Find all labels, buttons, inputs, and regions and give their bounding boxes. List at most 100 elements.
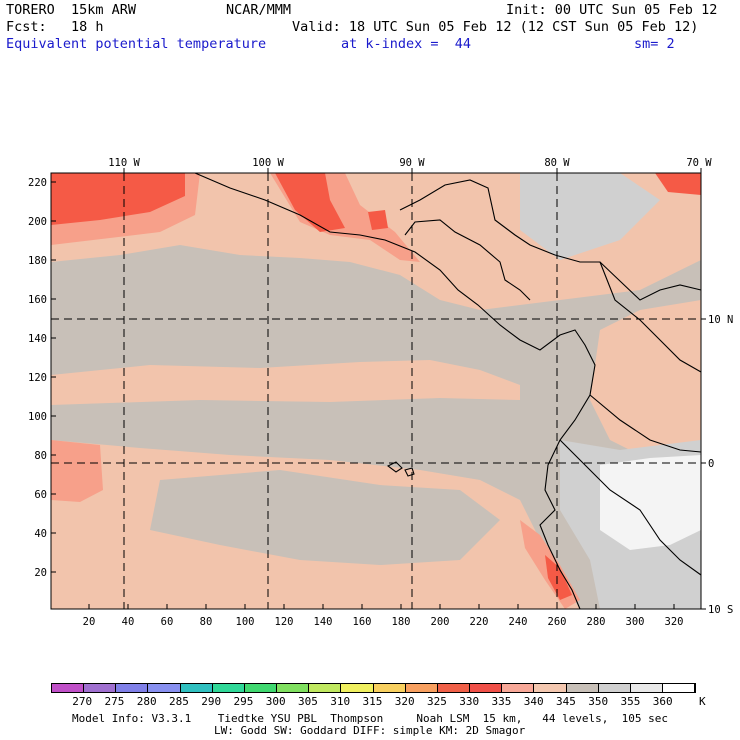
- x-tick-label: 20: [83, 616, 96, 628]
- colorbar-label: 305: [298, 695, 318, 708]
- bottom-x-axis: 20 40 60 80 100 120 140 160 180 200 220 240 260 280 30…: [83, 604, 683, 628]
- x-tick-label: 120: [275, 616, 294, 628]
- lat-label: 10 N: [708, 314, 733, 326]
- colorbar-label: 270: [72, 695, 93, 708]
- hot-peru: [545, 555, 572, 600]
- colorbar-label: 320: [394, 695, 415, 708]
- colorbar-swatch: [534, 684, 567, 692]
- coastlines: [194, 172, 702, 610]
- forecast-hour: Fcst: 18 h: [6, 19, 104, 35]
- colorbar-label: 350: [588, 695, 609, 708]
- y-tick-label: 60: [34, 489, 47, 501]
- hot-nw: [51, 173, 185, 225]
- x-tick-label: 260: [548, 616, 567, 628]
- colorbar-label: 355: [620, 695, 641, 708]
- colorbar-label: 330: [459, 695, 480, 708]
- lon-label: 70 W: [686, 157, 712, 169]
- field-name: Equivalent potential temperature: [6, 36, 267, 52]
- model-info: Model Info: V3.3.1 Tiedtke YSU PBL Thomp…: [72, 712, 669, 725]
- x-tick-label: 240: [509, 616, 528, 628]
- colorbar-label: 290: [201, 695, 222, 708]
- physics-info: LW: Godd SW: Goddard DIFF: simple KM: 2D…: [214, 724, 526, 737]
- lon-label: 100 W: [252, 157, 284, 169]
- colorbar-swatch: [598, 684, 631, 692]
- colorbar-swatch: [470, 684, 503, 692]
- colorbar-swatch: [309, 684, 342, 692]
- y-tick-label: 100: [28, 411, 47, 423]
- caribbean-coast: [399, 179, 702, 301]
- field-shading: [51, 173, 701, 609]
- x-tick-label: 280: [587, 616, 606, 628]
- y-tick-label: 220: [28, 177, 47, 189]
- x-tick-label: 160: [353, 616, 372, 628]
- y-tick-label: 180: [28, 255, 47, 267]
- graticule: [51, 173, 701, 609]
- colorbar-swatch: [437, 684, 471, 692]
- x-tick-label: 140: [314, 616, 333, 628]
- x-tick-label: 200: [431, 616, 450, 628]
- mexico-coastline: [194, 172, 596, 610]
- y-tick-label: 80: [34, 450, 47, 462]
- hot-ne-corner: [655, 173, 701, 195]
- colorbar-swatch: [116, 684, 149, 692]
- colorbar-label: 325: [427, 695, 447, 708]
- x-tick-label: 180: [392, 616, 411, 628]
- hot-mexico: [275, 173, 345, 232]
- colorbar-swatch: [405, 684, 438, 692]
- colorbar-swatch: [180, 684, 213, 692]
- colorbar-swatch: [373, 684, 406, 692]
- x-tick-label: 300: [626, 616, 645, 628]
- colorbar-swatch: [212, 684, 245, 692]
- colorbar-swatch: [662, 684, 696, 692]
- colorbar-swatch: [277, 684, 310, 692]
- colorbar-swatch: [84, 684, 117, 692]
- colorbar-label: 295: [233, 695, 254, 708]
- colorbar-label: 340: [523, 695, 544, 708]
- y-tick-label: 160: [28, 294, 47, 306]
- y-tick-label: 20: [34, 567, 47, 579]
- colorbar-label: 275: [104, 695, 125, 708]
- colorbar-swatch: [244, 684, 278, 692]
- x-tick-label: 40: [122, 616, 135, 628]
- level-index: at k-index = 44: [341, 36, 472, 52]
- colorbar-label: 345: [556, 695, 576, 708]
- andes-border-1: [599, 261, 702, 373]
- smoothing: sm= 2: [634, 36, 675, 52]
- warm-band-central: [51, 360, 520, 405]
- y-tick-label: 200: [28, 216, 47, 228]
- colorbar-swatch: [502, 684, 535, 692]
- organization: NCAR/MMM: [226, 2, 292, 18]
- cool-colombia: [520, 173, 660, 260]
- coldest-amazon: [600, 455, 701, 550]
- colorbar-label: 315: [362, 695, 383, 708]
- lat-label: 0: [708, 458, 714, 470]
- colorbar-label: 280: [136, 695, 157, 708]
- central-america-borders: [404, 219, 531, 301]
- y-tick-label: 40: [34, 528, 47, 540]
- lon-label: 90 W: [399, 157, 425, 169]
- colorbar-swatch: [630, 684, 663, 692]
- salmon-east-pacific: [51, 440, 103, 502]
- x-tick-label: 80: [200, 616, 213, 628]
- andes-border-3: [559, 439, 702, 576]
- lon-label: 110 W: [108, 157, 140, 169]
- colorbar-unit: K: [699, 695, 706, 708]
- left-y-axis: 220 200 180 160 140 120 100 80 60 40 20: [28, 177, 56, 579]
- warm-band-andes: [590, 300, 701, 470]
- y-tick-label: 140: [28, 333, 47, 345]
- y-tick-label: 120: [28, 372, 47, 384]
- x-tick-label: 60: [161, 616, 174, 628]
- right-lat-labels: 10 N 0 10 S: [701, 314, 733, 616]
- colorbar-swatch: [566, 684, 599, 692]
- colorbar: [51, 683, 696, 693]
- valid-time: Valid: 18 UTC Sun 05 Feb 12 (12 CST Sun …: [292, 19, 699, 35]
- lon-label: 80 W: [544, 157, 570, 169]
- colorbar-swatch: [148, 684, 181, 692]
- colorbar-label: 300: [265, 695, 286, 708]
- colorbar-label: 360: [652, 695, 673, 708]
- map-frame: [50, 172, 702, 610]
- colorbar-label: 310: [330, 695, 351, 708]
- colorbar-label: 285: [169, 695, 189, 708]
- init-time: Init: 00 UTC Sun 05 Feb 12: [506, 2, 718, 18]
